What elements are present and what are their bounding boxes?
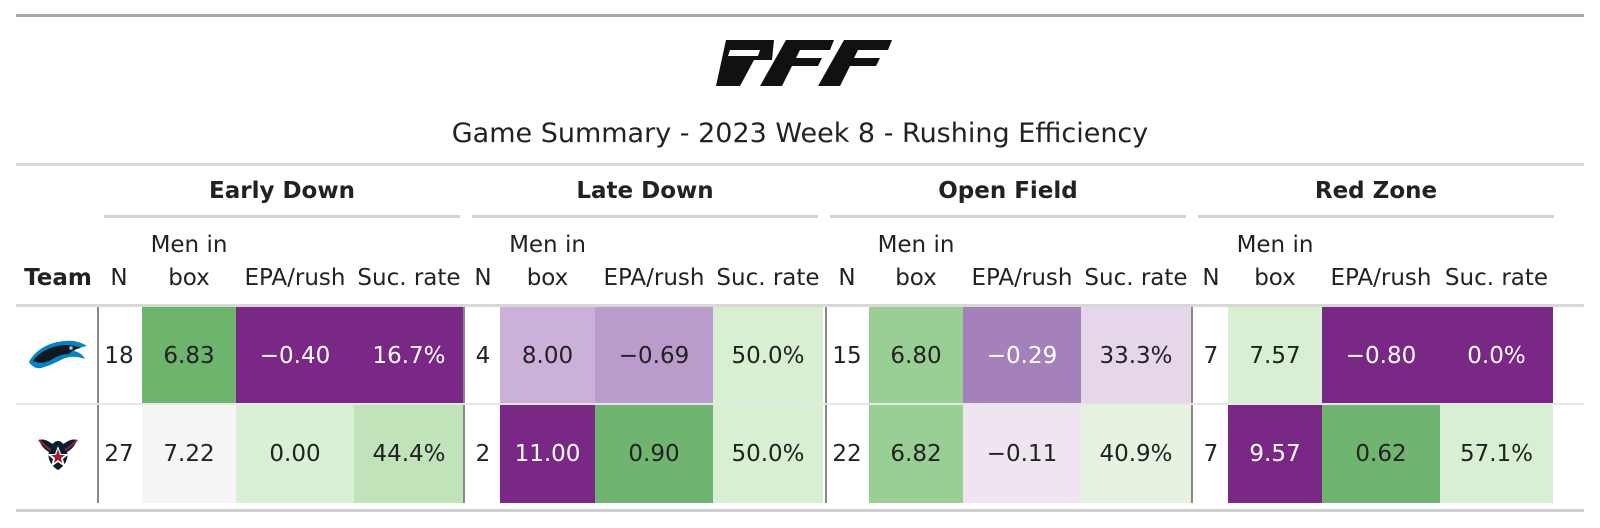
group-late-down: Late Down: [576, 178, 714, 204]
group-underline: [472, 215, 818, 218]
cell-suc-early-down: 44.4%: [354, 405, 464, 503]
cell-epa-red-zone: −0.80: [1322, 307, 1440, 405]
col-header-epa-early-down: EPA/rush: [244, 265, 346, 291]
top-rule: [16, 14, 1584, 17]
col-header-men-in-box-red-zone: Men in: [1236, 232, 1314, 258]
pff-logo: [716, 40, 892, 86]
col-header-suc-rate-open-field: Suc. rate: [1084, 265, 1188, 291]
cell-men-late-down: 8.00: [500, 307, 595, 405]
col-header-team: Team: [24, 265, 92, 291]
cell-men-red-zone: 7.57: [1228, 307, 1322, 405]
group-red-zone: Red Zone: [1314, 178, 1438, 204]
cell-men-open-field: 6.80: [869, 307, 963, 405]
col-header-n-red-zone: N: [1202, 265, 1220, 291]
cell-n-early-down: 27: [104, 441, 134, 467]
col-header-n-open-field: N: [838, 265, 856, 291]
team-logo-cell: [18, 405, 98, 503]
cell-suc-open-field: 33.3%: [1081, 307, 1191, 405]
col-header-n-early-down: N: [110, 265, 128, 291]
col-header-men-in-box-late-down: box: [526, 265, 569, 291]
table-title: Game Summary - 2023 Week 8 - Rushing Eff…: [451, 118, 1149, 149]
cell-epa-early-down: −0.40: [236, 307, 354, 405]
cell-n-late-down: 4: [475, 343, 491, 369]
col-header-suc-rate-red-zone: Suc. rate: [1444, 265, 1549, 291]
group-divider: [825, 307, 827, 503]
col-header-men-in-box-open-field: Men in: [877, 232, 955, 258]
cell-n-open-field: 22: [832, 441, 862, 467]
cell-n-red-zone: 7: [1203, 343, 1219, 369]
group-early-down: Early Down: [209, 178, 355, 204]
cell-suc-red-zone: 0.0%: [1440, 307, 1553, 405]
group-divider: [97, 307, 99, 503]
col-header-epa-red-zone: EPA/rush: [1330, 265, 1432, 291]
header-divider: [16, 304, 1584, 307]
col-header-suc-rate-late-down: Suc. rate: [716, 265, 820, 291]
group-underline: [830, 215, 1186, 218]
col-header-men-in-box-open-field: box: [895, 265, 937, 291]
cell-epa-open-field: −0.11: [963, 405, 1081, 503]
team-logo-cell: [18, 307, 98, 405]
cell-epa-late-down: −0.69: [595, 307, 713, 405]
cell-n-late-down: 2: [475, 441, 491, 467]
cell-epa-red-zone: 0.62: [1322, 405, 1440, 503]
panthers-logo-icon: [29, 340, 87, 369]
group-underline: [1198, 215, 1554, 218]
cell-suc-late-down: 50.0%: [713, 405, 823, 503]
col-header-epa-open-field: EPA/rush: [971, 265, 1073, 291]
group-open-field: Open Field: [938, 178, 1078, 204]
col-header-men-in-box-late-down: Men in: [509, 232, 586, 258]
cell-men-early-down: 6.83: [142, 307, 236, 405]
cell-epa-early-down: 0.00: [236, 405, 354, 503]
cell-epa-late-down: 0.90: [595, 405, 713, 503]
cell-men-late-down: 11.00: [500, 405, 595, 503]
title-divider: [16, 163, 1584, 166]
table-bottom-rule: [16, 509, 1584, 512]
col-header-n-late-down: N: [474, 265, 492, 291]
cell-men-red-zone: 9.57: [1228, 405, 1322, 503]
row-divider: [16, 403, 1584, 405]
cell-men-open-field: 6.82: [869, 405, 963, 503]
cell-suc-open-field: 40.9%: [1081, 405, 1191, 503]
group-underline: [104, 215, 460, 218]
cell-n-open-field: 15: [832, 343, 862, 369]
texans-logo-icon: [38, 439, 78, 470]
cell-men-early-down: 7.22: [142, 405, 236, 503]
col-header-men-in-box-early-down: box: [168, 265, 210, 291]
cell-suc-early-down: 16.7%: [354, 307, 464, 405]
col-header-suc-rate-early-down: Suc. rate: [357, 265, 461, 291]
cell-n-early-down: 18: [104, 343, 134, 369]
col-header-men-in-box-red-zone: box: [1254, 265, 1296, 291]
group-divider: [463, 307, 465, 503]
cell-suc-late-down: 50.0%: [713, 307, 823, 405]
group-divider: [1191, 307, 1193, 503]
col-header-men-in-box-early-down: Men in: [150, 232, 228, 258]
col-header-epa-late-down: EPA/rush: [603, 265, 705, 291]
cell-n-red-zone: 7: [1203, 441, 1219, 467]
cell-suc-red-zone: 57.1%: [1440, 405, 1553, 503]
cell-epa-open-field: −0.29: [963, 307, 1081, 405]
